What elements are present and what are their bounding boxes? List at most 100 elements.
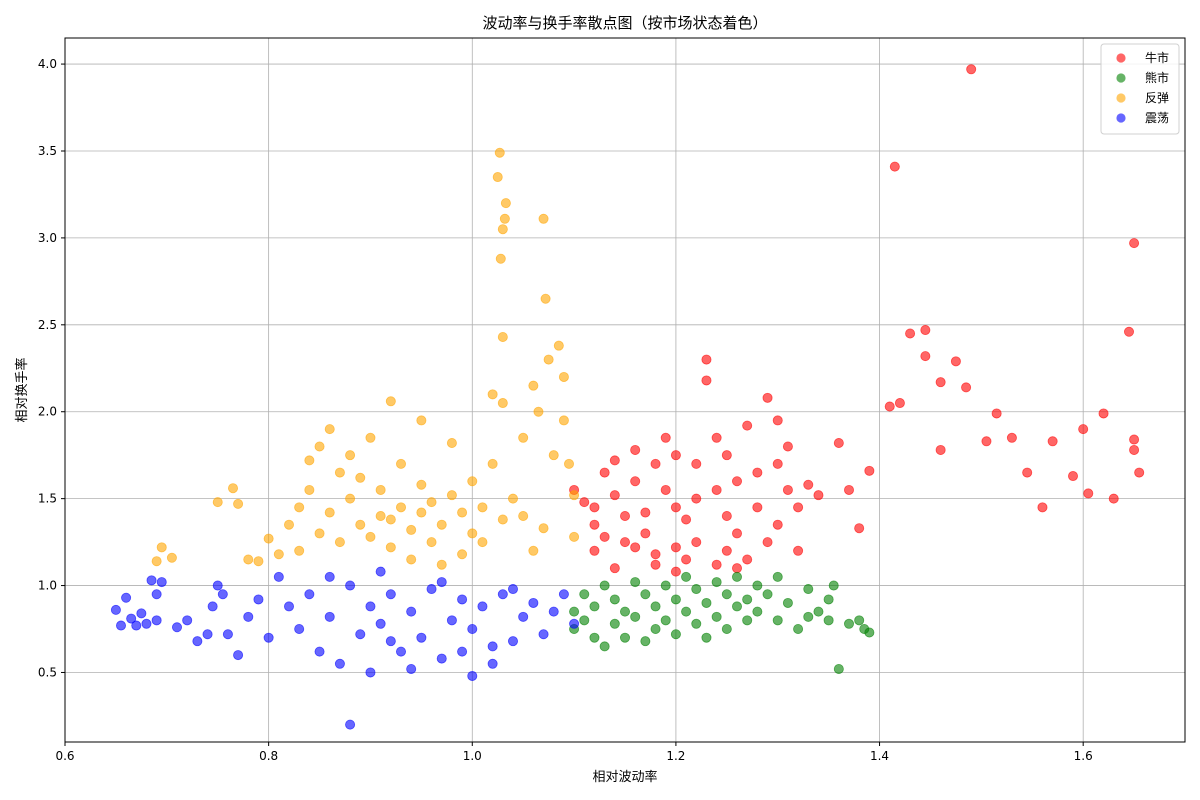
data-point — [487, 658, 498, 669]
data-point — [721, 624, 732, 635]
data-point — [385, 514, 396, 525]
data-point — [1129, 434, 1140, 445]
data-point — [762, 589, 773, 600]
data-point — [620, 537, 631, 548]
data-point — [742, 615, 753, 626]
data-point — [732, 528, 743, 539]
data-point — [558, 415, 569, 426]
data-point — [681, 571, 692, 582]
data-point — [599, 531, 610, 542]
data-point — [670, 594, 681, 605]
data-point — [752, 502, 763, 513]
data-point — [864, 627, 875, 638]
data-point — [721, 589, 732, 600]
data-point — [1022, 467, 1033, 478]
data-point — [823, 615, 834, 626]
data-point — [691, 584, 702, 595]
data-point — [426, 584, 437, 595]
data-point — [406, 606, 417, 617]
data-point — [497, 514, 508, 525]
data-point — [495, 253, 506, 264]
data-point — [243, 611, 254, 622]
data-point — [273, 549, 284, 560]
data-point — [253, 594, 264, 605]
data-point — [620, 511, 631, 522]
data-point — [385, 542, 396, 553]
legend-label: 震荡 — [1145, 111, 1169, 125]
data-point — [920, 325, 931, 336]
data-point — [548, 450, 559, 461]
data-point — [497, 398, 508, 409]
data-point — [589, 601, 600, 612]
data-point — [457, 507, 468, 518]
series-2 — [151, 147, 580, 570]
data-point — [630, 611, 641, 622]
data-point — [243, 554, 254, 565]
data-point — [640, 589, 651, 600]
data-point — [844, 618, 855, 629]
data-point — [457, 594, 468, 605]
data-point — [518, 511, 529, 522]
data-point — [141, 618, 152, 629]
data-point — [894, 398, 905, 409]
data-point — [732, 601, 743, 612]
legend-label: 熊市 — [1145, 70, 1169, 85]
legend-marker — [1116, 113, 1126, 123]
data-point — [355, 519, 366, 530]
data-point — [558, 371, 569, 382]
plot-frame — [64, 37, 1186, 743]
x-tick-label: 1.6 — [1074, 749, 1093, 763]
data-point — [589, 502, 600, 513]
data-point — [854, 523, 865, 534]
data-point — [436, 653, 447, 664]
data-point — [355, 629, 366, 640]
data-point — [406, 554, 417, 565]
legend-marker — [1116, 53, 1126, 63]
data-point — [538, 629, 549, 640]
data-point — [742, 554, 753, 565]
y-tick-label: 2.5 — [38, 318, 57, 332]
data-point — [192, 636, 203, 647]
data-point — [966, 64, 977, 75]
x-tick-label: 0.8 — [259, 749, 278, 763]
data-point — [304, 455, 315, 466]
data-point — [538, 213, 549, 224]
data-point — [416, 507, 427, 518]
data-point — [569, 606, 580, 617]
data-point — [146, 575, 157, 586]
data-point — [1134, 467, 1145, 478]
data-point — [670, 450, 681, 461]
data-point — [793, 502, 804, 513]
data-point — [1083, 488, 1094, 499]
data-point — [609, 594, 620, 605]
data-point — [579, 589, 590, 600]
series-1 — [569, 571, 875, 674]
data-point — [884, 401, 895, 412]
data-point — [233, 498, 244, 509]
data-point — [457, 646, 468, 657]
data-point — [752, 580, 763, 591]
data-point — [721, 511, 732, 522]
data-point — [813, 490, 824, 501]
data-point — [500, 198, 511, 209]
data-point — [487, 389, 498, 400]
x-axis-title: 相对波动率 — [592, 769, 657, 785]
data-point — [477, 502, 488, 513]
data-point — [406, 524, 417, 535]
data-point — [732, 571, 743, 582]
data-point — [854, 615, 865, 626]
data-point — [711, 577, 722, 588]
data-point — [711, 432, 722, 443]
data-point — [772, 415, 783, 426]
data-point — [905, 328, 916, 339]
data-point — [395, 458, 406, 469]
data-point — [701, 375, 712, 386]
series-0 — [569, 64, 1145, 577]
data-point — [136, 608, 147, 619]
data-point — [1124, 326, 1135, 337]
data-point — [446, 438, 457, 449]
data-point — [711, 611, 722, 622]
data-point — [650, 601, 661, 612]
data-point — [558, 589, 569, 600]
